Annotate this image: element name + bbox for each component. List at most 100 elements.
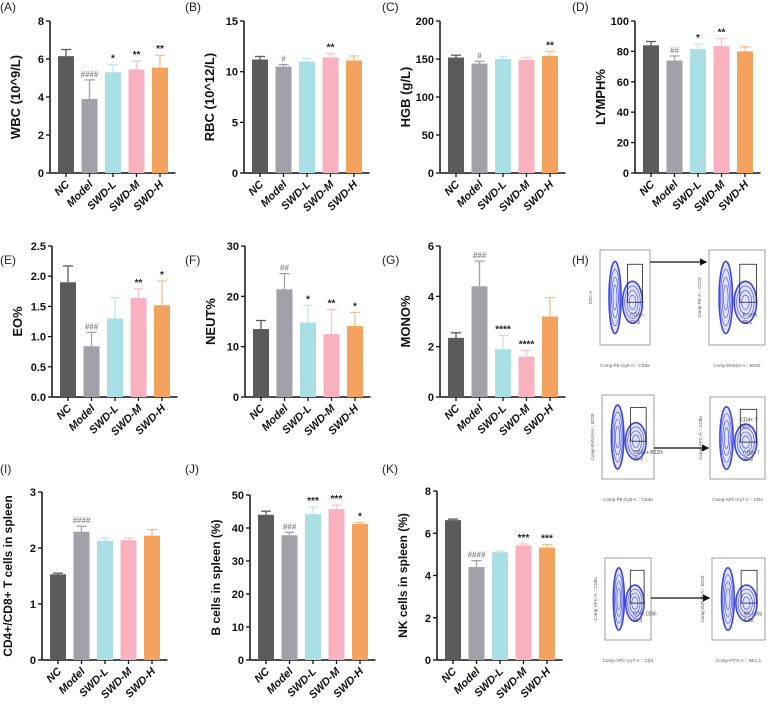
flow-x-axis-label: Comp-PE-Cy5-A :: CD3e: [600, 363, 650, 368]
gate-box: [627, 263, 643, 303]
significance-marker: *: [358, 511, 362, 522]
bar-swd-m: [515, 545, 532, 660]
bar-model: [83, 346, 100, 397]
y-tick-label: 10: [227, 342, 239, 354]
density-contour: [610, 404, 625, 470]
flow-x-axis-label: Comp-PE-Cy5-A :: CD3e: [603, 497, 653, 502]
y-tick-label: 0: [38, 168, 44, 180]
panel-label: (D): [572, 0, 589, 14]
significance-marker: *: [353, 301, 357, 312]
panel-label: (B): [185, 0, 201, 14]
density-contour: [720, 269, 732, 326]
bar-swd-l: [495, 349, 511, 397]
y-tick-label: 3: [30, 487, 36, 499]
bar-swd-l: [305, 514, 321, 660]
y-tick-label: 2.5: [31, 241, 46, 253]
y-tick-label: 40: [617, 107, 629, 119]
bar-nc: [58, 56, 74, 173]
significance-marker: *: [306, 294, 310, 305]
y-tick-label: 8: [425, 486, 431, 498]
bar-swd-h: [542, 55, 558, 173]
y-tick-label: 0: [238, 655, 244, 667]
bar-swd-m: [518, 356, 535, 397]
y-tick-label: 1: [30, 599, 36, 611]
significance-marker: ***: [331, 494, 343, 505]
density-contour: [721, 413, 732, 463]
significance-marker: **: [718, 27, 726, 38]
y-tick-label: 40: [232, 523, 244, 535]
density-contour: [613, 418, 622, 456]
y-axis-label: LYMPH%: [593, 69, 608, 125]
bar-model: [81, 98, 98, 173]
flow-y-axis-label: Comp-APC-A :: CD8a: [698, 416, 703, 460]
bar-swd-l: [690, 49, 706, 174]
y-tick-label: 1.5: [31, 301, 46, 313]
y-tick-label: 6: [428, 241, 434, 253]
significance-marker: **: [546, 40, 554, 51]
significance-marker: ****: [495, 324, 511, 335]
flow-y-axis-label: Comp-BV510-A :: B220: [590, 413, 595, 460]
y-tick-label: 4: [425, 571, 432, 583]
y-tick-label: 20: [617, 138, 629, 150]
panel-label: (G): [382, 253, 400, 267]
bar-swd-h: [542, 316, 558, 397]
panel-label: (A): [0, 0, 16, 14]
y-tick-label: 10: [226, 67, 238, 79]
significance-marker: ****: [519, 339, 535, 350]
bar-swd-m: [120, 540, 137, 660]
y-tick-label: 1.0: [31, 332, 46, 344]
bar-nc: [258, 514, 274, 660]
y-tick-label: 8: [38, 16, 44, 28]
y-tick-label: 0: [428, 392, 434, 404]
flow-y-axis-label: Comp-APC-A :: CD8a: [593, 577, 598, 621]
y-tick-label: 50: [422, 130, 434, 142]
panel-label: (J): [185, 462, 199, 476]
bar-swd-l: [299, 61, 315, 173]
significance-marker: ***: [518, 533, 530, 544]
gate-label: CD4- CD8-: [633, 611, 658, 617]
gate-label: NK cells: [744, 611, 763, 617]
bar-swd-m: [128, 69, 145, 173]
density-contour: [723, 284, 729, 311]
significance-marker: *: [160, 270, 164, 281]
bar-swd-m: [518, 59, 535, 174]
significance-marker: ##: [280, 264, 289, 273]
panel-label: (K): [382, 462, 398, 476]
bar-swd-h: [347, 326, 363, 397]
significance-marker: *: [696, 33, 700, 44]
gate-percent: 33.9: [743, 457, 753, 463]
significance-marker: ###: [473, 251, 487, 260]
density-contour: [612, 411, 623, 463]
bar-swd-l: [300, 322, 316, 397]
density-contour: [612, 284, 618, 311]
bar-swd-m: [713, 46, 730, 173]
y-tick-label: 100: [611, 16, 629, 28]
gate-label: CD4+ T: [740, 418, 757, 424]
bar-nc: [50, 574, 66, 660]
y-axis-label: NEUT%: [203, 298, 218, 345]
significance-marker: **: [135, 278, 143, 289]
gate-percent: 58.9: [740, 424, 750, 430]
y-tick-label: 0: [232, 168, 238, 180]
y-tick-label: 6: [425, 528, 431, 540]
significance-marker: **: [156, 44, 164, 55]
panel-label: (I): [0, 462, 12, 476]
y-tick-label: 50: [232, 490, 244, 502]
gate-percent: 6.05: [744, 618, 754, 624]
gate-label: CD3e+ B220-: [633, 450, 664, 456]
bar-swd-l: [492, 552, 508, 660]
significance-marker: ####: [81, 70, 99, 79]
bar-swd-m: [323, 334, 340, 397]
y-tick-label: 4: [428, 291, 435, 303]
gate-percent: 25.3: [633, 457, 643, 463]
bar-swd-h: [539, 547, 555, 660]
bar-model: [468, 567, 485, 660]
y-tick-label: 2: [428, 342, 434, 354]
panel-label: (F): [185, 253, 201, 267]
density-contour: [720, 567, 736, 631]
